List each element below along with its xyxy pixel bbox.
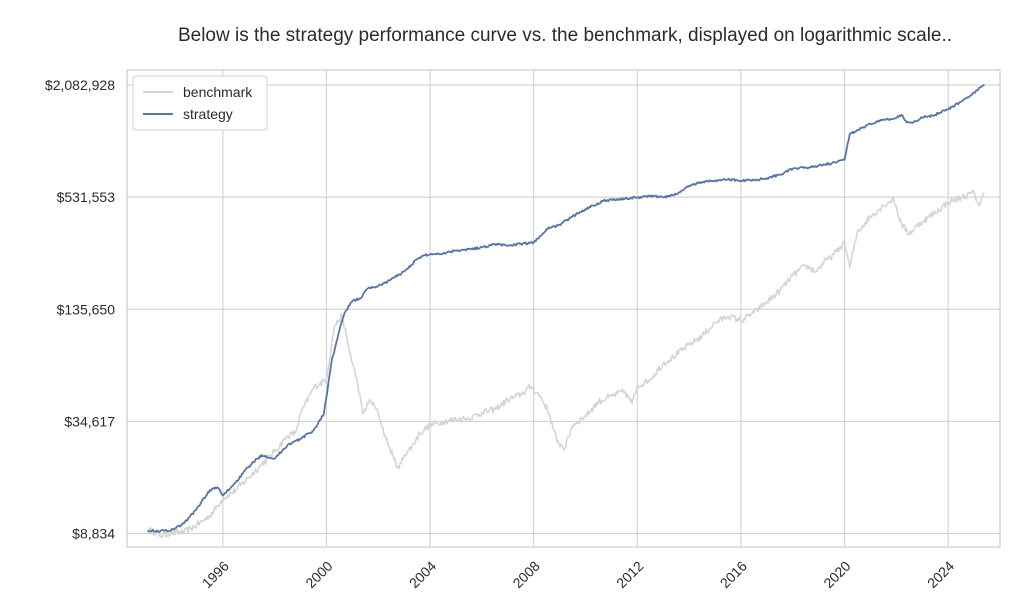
series-layer <box>146 84 985 539</box>
legend-label-benchmark: benchmark <box>183 84 253 100</box>
x-tick-label: 2008 <box>509 558 542 591</box>
x-tick-label: 2024 <box>924 558 957 591</box>
y-tick-label: $2,082,928 <box>45 77 115 93</box>
series-line-benchmark <box>146 189 985 539</box>
x-tick-label: 1996 <box>199 558 232 591</box>
x-tick-label: 2020 <box>820 558 853 591</box>
x-tick-label: 2000 <box>302 558 335 591</box>
x-tick-label: 2016 <box>717 558 750 591</box>
series-line-strategy <box>147 84 985 533</box>
legend-box <box>132 75 268 131</box>
chart-title: Below is the strategy performance curve … <box>177 25 953 46</box>
legend-label-strategy: strategy <box>183 106 233 122</box>
y-tick-label: $531,553 <box>57 189 116 205</box>
x-tick-label: 2004 <box>406 558 439 591</box>
grid-layer <box>127 70 1000 547</box>
y-tick-label: $8,834 <box>72 526 115 542</box>
x-tick-label: 2012 <box>613 558 646 591</box>
legend: benchmark strategy <box>132 75 268 131</box>
y-tick-label: $135,650 <box>57 301 116 317</box>
plot-frame <box>126 69 1001 548</box>
y-tick-label: $34,617 <box>64 413 115 429</box>
tick-layer: 1996 2000 2004 2008 2012 2016 2020 2024 $8,834 $3… <box>45 77 958 591</box>
